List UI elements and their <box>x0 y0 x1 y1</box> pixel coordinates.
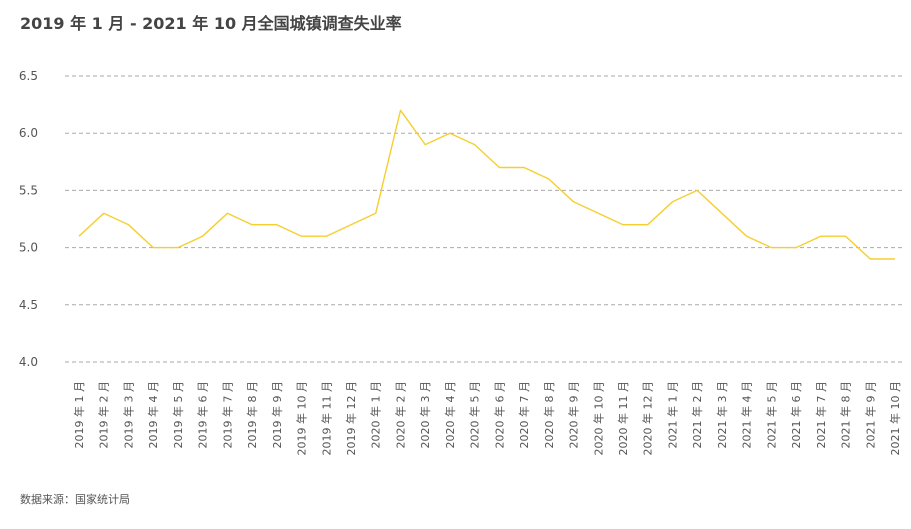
y-tick-label: 5.0 <box>19 241 38 255</box>
x-tick-label: 2019 年 2 月 <box>97 381 111 448</box>
x-tick-label: 2021 年 6 月 <box>789 381 803 448</box>
x-tick-label: 2020 年 4 月 <box>443 381 457 448</box>
x-tick-label: 2021 年 2 月 <box>690 381 704 448</box>
x-tick-label: 2019 年 8 月 <box>245 381 259 448</box>
series-line <box>78 109 895 260</box>
gridlines <box>65 75 905 363</box>
x-tick-label: 2021 年 7 月 <box>814 381 828 448</box>
y-tick-label: 6.0 <box>19 126 38 140</box>
x-tick-label: 2020 年 8 月 <box>542 381 556 448</box>
x-tick-label: 2021 年 8 月 <box>839 381 853 448</box>
y-tick-label: 4.5 <box>19 298 38 312</box>
x-tick-label: 2019 年 12 月 <box>344 381 358 455</box>
x-tick-label: 2021 年 3 月 <box>715 381 729 448</box>
x-tick-label: 2021 年 9 月 <box>863 381 877 448</box>
x-tick-label: 2020 年 7 月 <box>517 381 531 448</box>
x-tick-label: 2020 年 11 月 <box>616 381 630 455</box>
x-tick-label: 2019 年 3 月 <box>121 381 135 448</box>
x-tick-label: 2020 年 9 月 <box>567 381 581 448</box>
x-tick-label: 2020 年 2 月 <box>393 381 407 448</box>
x-tick-label: 2020 年 12 月 <box>641 381 655 455</box>
data-source: 数据来源：国家统计局 <box>20 493 130 506</box>
x-tick-label: 2020 年 5 月 <box>468 381 482 448</box>
chart-title: 2019 年 1 月 - 2021 年 10 月全国城镇调查失业率 <box>20 14 402 33</box>
x-tick-label: 2020 年 6 月 <box>492 381 506 448</box>
x-tick-label: 2019 年 11 月 <box>319 381 333 455</box>
y-tick-label: 6.5 <box>19 69 38 83</box>
x-tick-label: 2020 年 3 月 <box>418 381 432 448</box>
x-tick-label: 2020 年 10 月 <box>591 381 605 455</box>
x-tick-label: 2021 年 5 月 <box>764 381 778 448</box>
y-axis-ticks: 4.0 4.5 5.0 5.5 6.0 6.5 <box>19 69 38 369</box>
x-tick-label: 2019 年 10 月 <box>295 381 309 455</box>
x-tick-label: 2019 年 9 月 <box>270 381 284 448</box>
series-lines <box>78 109 895 260</box>
x-tick-label: 2019 年 7 月 <box>220 381 234 448</box>
x-tick-label: 2019 年 6 月 <box>196 381 210 448</box>
x-tick-label: 2021 年 1 月 <box>665 381 679 448</box>
x-tick-label: 2021 年 4 月 <box>740 381 754 448</box>
x-tick-label: 2021 年 10 月 <box>888 381 902 455</box>
y-tick-label: 5.5 <box>19 183 38 197</box>
x-tick-label: 2020 年 1 月 <box>369 381 383 448</box>
x-axis-ticks: 2019 年 1 月 2019 年 2 月 2019 年 3 月 2019 年 4 月… <box>72 381 902 455</box>
x-tick-label: 2019 年 4 月 <box>146 381 160 448</box>
x-tick-label: 2019 年 5 月 <box>171 381 185 448</box>
y-tick-label: 4.0 <box>19 355 38 369</box>
x-tick-label: 2019 年 1 月 <box>72 381 86 448</box>
